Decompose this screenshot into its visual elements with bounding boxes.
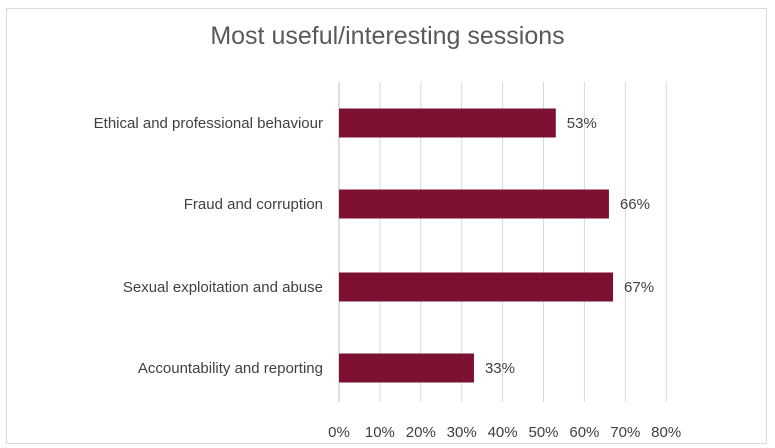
chart-title: Most useful/interesting sessions xyxy=(210,22,565,50)
bars xyxy=(339,108,614,383)
x-tick-label: 80% xyxy=(651,424,681,441)
data-labels: 53% 66% 67% 33% xyxy=(485,115,654,377)
data-label: 33% xyxy=(485,360,515,377)
bar xyxy=(339,189,609,219)
category-label: Ethical and professional behaviour xyxy=(94,115,323,132)
bar xyxy=(339,108,556,138)
x-tick-label: 40% xyxy=(488,424,518,441)
x-tick-label: 0% xyxy=(328,424,350,441)
category-labels: Ethical and professional behaviour Fraud … xyxy=(94,115,323,377)
x-tick-label: 70% xyxy=(610,424,640,441)
x-tick-label: 60% xyxy=(569,424,599,441)
data-label: 67% xyxy=(624,279,654,296)
data-label: 53% xyxy=(567,115,597,132)
bar xyxy=(339,353,474,383)
x-axis-ticks: 0% 10% 20% 30% 40% 50% 60% 70% 80% xyxy=(328,424,681,441)
category-label: Fraud and corruption xyxy=(184,196,323,213)
x-tick-label: 30% xyxy=(447,424,477,441)
category-label: Sexual exploitation and abuse xyxy=(123,279,323,296)
x-tick-label: 20% xyxy=(406,424,436,441)
x-tick-label: 10% xyxy=(365,424,395,441)
x-tick-label: 50% xyxy=(528,424,558,441)
data-label: 66% xyxy=(620,196,650,213)
category-label: Accountability and reporting xyxy=(138,360,323,377)
bar xyxy=(339,272,614,302)
